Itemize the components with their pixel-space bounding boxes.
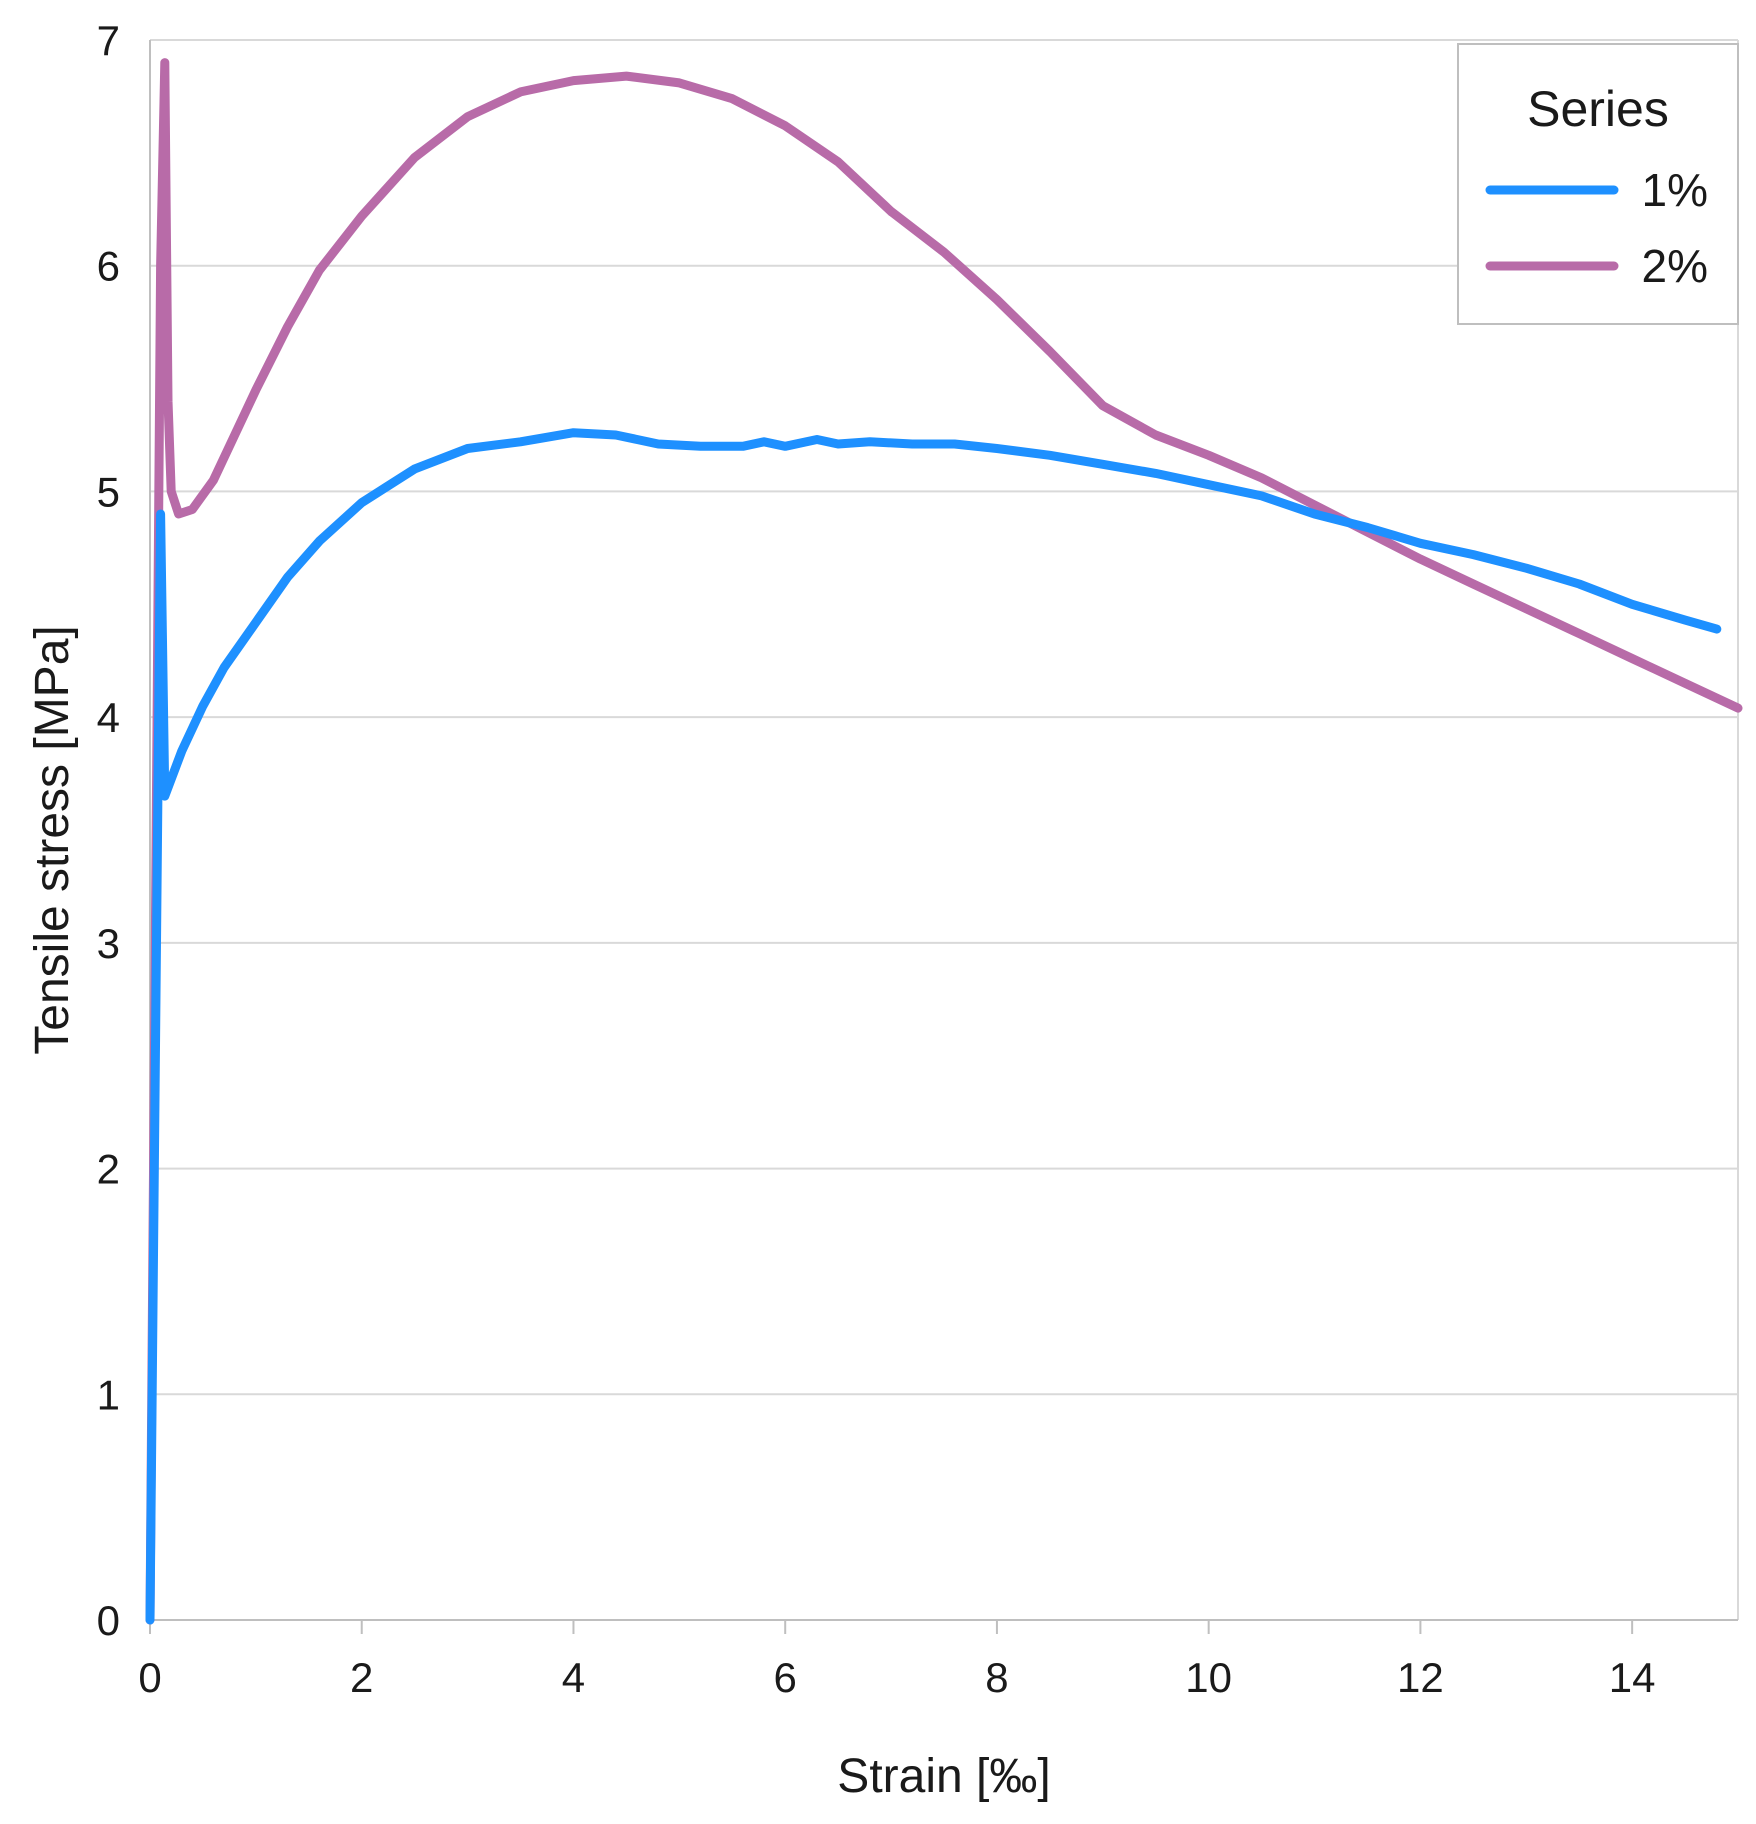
legend-label: 1% xyxy=(1642,164,1708,216)
x-axis-title: Strain [‰] xyxy=(837,1750,1050,1803)
series-lines xyxy=(145,58,1743,1625)
legend: Series 1% 2% xyxy=(1457,43,1739,325)
x-tick-label: 8 xyxy=(985,1654,1008,1701)
series-line-1pct xyxy=(145,428,1722,1625)
legend-box xyxy=(1457,43,1739,325)
y-tick-label: 2 xyxy=(97,1146,120,1193)
x-tick-label: 14 xyxy=(1609,1654,1656,1701)
y-tick-label: 1 xyxy=(97,1371,120,1418)
series-line-2pct xyxy=(145,58,1743,1625)
y-tick-label: 7 xyxy=(97,17,120,64)
x-tick-label: 10 xyxy=(1185,1654,1232,1701)
y-tick-label: 5 xyxy=(97,468,120,515)
y-tick-label: 4 xyxy=(97,694,120,741)
x-tick-label: 6 xyxy=(774,1654,797,1701)
x-tick-label: 12 xyxy=(1397,1654,1444,1701)
y-tick-label: 3 xyxy=(97,920,120,967)
x-tick-label: 4 xyxy=(562,1654,585,1701)
y-tick-label: 6 xyxy=(97,243,120,290)
legend-label: 2% xyxy=(1642,240,1708,292)
x-tick-label: 0 xyxy=(138,1654,161,1701)
legend-title: Series xyxy=(1527,81,1669,137)
x-tick-label: 2 xyxy=(350,1654,373,1701)
y-axis-title: Tensile stress [MPa] xyxy=(26,625,79,1054)
y-tick-label: 0 xyxy=(97,1597,120,1644)
